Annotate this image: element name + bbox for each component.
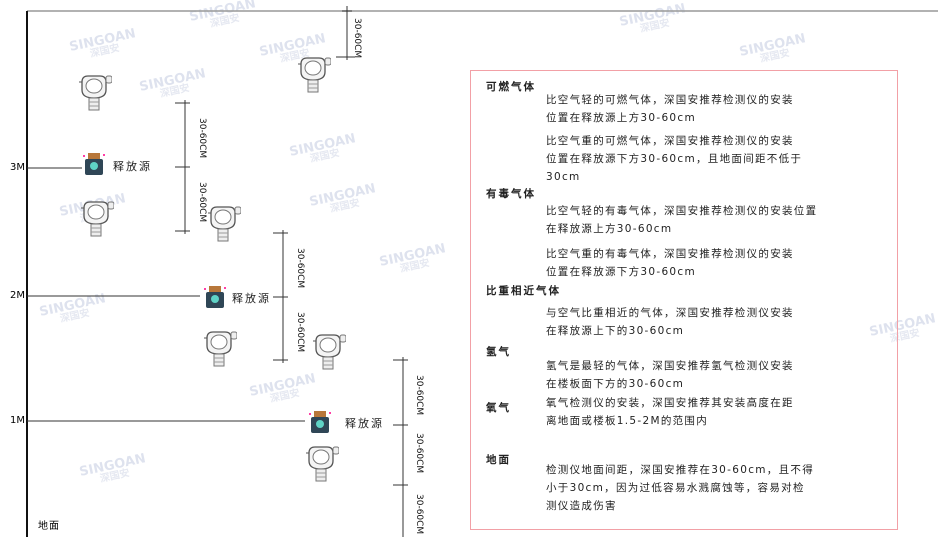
section-title-flammable: 可燃气体: [486, 81, 536, 93]
hydrogen-text: 氢气是最轻的气体，深国安推荐氢气检测仪安装 在楼板面下方的30-60cm: [546, 360, 794, 390]
level-label-3m: 3M: [10, 162, 25, 173]
section-title-toxic: 有毒气体: [486, 188, 536, 200]
ground-label: 地面: [38, 521, 60, 532]
toxic-lighter-text: 比空气轻的有毒气体，深国安推荐检测仪的安装位置 在释放源上方30-60cm: [546, 205, 818, 235]
release-source-icon: [204, 285, 226, 309]
release-source-icon: [309, 410, 331, 434]
section-title-hydrogen: 氢气: [486, 346, 511, 358]
section-title-ground: 地面: [486, 454, 511, 466]
dimension-label: 30-60CM: [414, 433, 424, 474]
dimension-label: 30-60CM: [414, 375, 424, 416]
release-source-label: 释放源: [232, 292, 271, 305]
dimension-label: 30-60CM: [295, 248, 305, 289]
toxic-heavier-text: 比空气重的有毒气体，深国安推荐检测仪的安装 位置在释放源下方30-60cm: [546, 248, 794, 278]
gas-detector-icon: [207, 205, 242, 245]
release-source-label: 释放源: [113, 160, 152, 173]
flammable-lighter-text: 比空气轻的可燃气体，深国安推荐检测仪的安装 位置在释放源上方30-60cm: [546, 94, 794, 124]
gas-detector-icon: [78, 74, 113, 114]
gas-detector-icon: [203, 330, 238, 370]
release-source-icon: [83, 152, 105, 176]
oxygen-text: 氧气检测仪的安装，深国安推荐其安装高度在距 离地面或楼板1.5-2M的范围内: [546, 397, 794, 427]
dimension-label: 30-60CM: [414, 494, 424, 535]
release-source-label: 释放源: [345, 417, 384, 430]
level-label-2m: 2M: [10, 290, 25, 301]
section-title-oxygen: 氧气: [486, 402, 511, 414]
section-title-similar: 比重相近气体: [486, 285, 561, 297]
dimension-label: 30-60CM: [295, 312, 305, 353]
ground-text: 检测仪地面间距，深国安推荐在30-60cm，且不得 小于30cm，因为过低容易水…: [546, 464, 815, 512]
flammable-heavier-text: 比空气重的可燃气体，深国安推荐检测仪的安装 位置在释放源下方30-60cm，且地…: [546, 135, 803, 183]
installation-notes-panel: 可燃气体 比空气轻的可燃气体，深国安推荐检测仪的安装 位置在释放源上方30-60…: [470, 70, 898, 530]
dimension-label: 30-60CM: [352, 18, 362, 59]
gas-detector-icon: [312, 333, 347, 373]
level-label-1m: 1M: [10, 415, 25, 426]
dimension-lines: [175, 6, 408, 537]
gas-detector-icon: [297, 56, 332, 96]
similar-text: 与空气比重相近的气体，深国安推荐检测仪安装 在释放源上下的30-60cm: [546, 307, 794, 337]
gas-detector-icon: [80, 200, 115, 240]
dimension-label: 30-60CM: [197, 118, 207, 159]
gas-detector-icon: [305, 445, 340, 485]
dimension-label: 30-60CM: [197, 182, 207, 223]
